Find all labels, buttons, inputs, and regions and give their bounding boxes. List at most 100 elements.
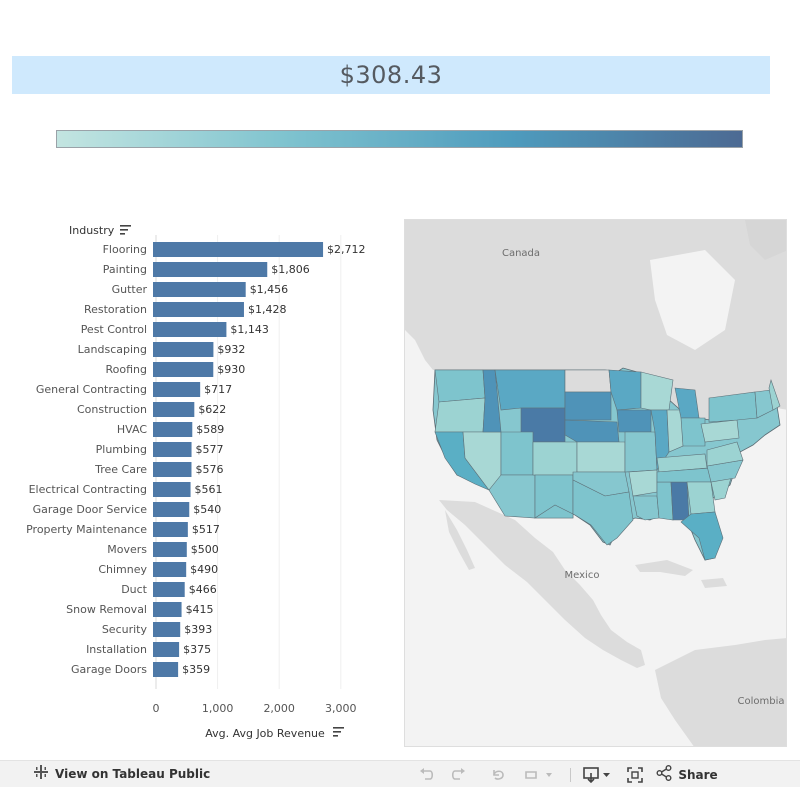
bar[interactable] [153, 282, 246, 297]
greenland-land [745, 220, 786, 260]
category-label: Landscaping [78, 343, 147, 356]
download-icon[interactable] [581, 761, 615, 787]
category-label: Garage Doors [71, 663, 147, 676]
bar[interactable] [153, 482, 191, 497]
undo-icon[interactable] [416, 761, 438, 787]
sort-icon-axis[interactable] [333, 727, 344, 737]
tableau-icon [33, 764, 49, 784]
state-alabama[interactable] [670, 481, 690, 521]
bar-value-label: $490 [190, 563, 218, 576]
state-ohio[interactable] [680, 417, 706, 447]
category-label: General Contracting [36, 383, 147, 396]
bar[interactable] [153, 442, 192, 457]
bar-value-label: $930 [217, 363, 245, 376]
refresh-icon[interactable] [518, 761, 560, 787]
bar[interactable] [153, 602, 182, 617]
state-virginia[interactable] [706, 441, 744, 467]
redo-icon[interactable] [438, 761, 478, 787]
hudson-bay [650, 250, 735, 350]
share-icon [656, 764, 672, 785]
bar[interactable] [153, 642, 180, 657]
category-label: Duct [121, 583, 147, 596]
state-washington[interactable] [434, 369, 486, 403]
sort-icon-header[interactable] [120, 225, 131, 235]
state-south-dakota[interactable] [564, 391, 612, 421]
state-oregon[interactable] [434, 397, 486, 433]
bar-value-label: $717 [204, 383, 232, 396]
category-label: Plumbing [96, 443, 147, 456]
category-label: Chimney [98, 563, 147, 576]
bar[interactable] [153, 522, 188, 537]
state-arkansas[interactable] [628, 469, 658, 497]
state-kansas[interactable] [576, 441, 626, 473]
bar-value-label: $540 [193, 503, 221, 516]
bar[interactable] [153, 422, 193, 437]
state-new-york[interactable] [708, 391, 758, 423]
bar[interactable] [153, 562, 187, 577]
share-button[interactable]: Share [655, 761, 719, 787]
map-label-mexico: Mexico [565, 570, 600, 581]
category-label: Garage Door Service [33, 503, 148, 516]
state-nebraska[interactable] [564, 419, 620, 443]
mexico-land [439, 500, 645, 668]
us-state-map[interactable]: Canada Mexico Colombia [404, 219, 787, 747]
revert-icon[interactable] [478, 761, 518, 787]
bar-value-label: $1,806 [271, 263, 310, 276]
bar-value-label: $932 [217, 343, 245, 356]
state-minnesota[interactable] [608, 369, 642, 411]
bar[interactable] [153, 342, 214, 357]
bar[interactable] [153, 382, 201, 397]
category-label: Painting [103, 263, 147, 276]
bar[interactable] [153, 242, 324, 257]
bar-value-label: $415 [186, 603, 214, 616]
bar-value-label: $576 [195, 463, 223, 476]
axis-clip [0, 689, 392, 701]
category-label: Tree Care [94, 463, 147, 476]
bar[interactable] [153, 402, 195, 417]
bar[interactable] [153, 582, 185, 597]
state-texas[interactable] [533, 479, 634, 546]
toolbar-actions: Share [416, 761, 719, 787]
cuba-land [635, 560, 693, 576]
state-louisiana[interactable] [632, 495, 660, 521]
bar[interactable] [153, 542, 187, 557]
bar[interactable] [153, 302, 244, 317]
hispaniola-land [701, 578, 727, 588]
toolbar-divider [570, 767, 571, 782]
bar-value-label: $561 [195, 483, 223, 496]
bar[interactable] [153, 322, 227, 337]
state-montana[interactable] [494, 369, 566, 411]
bar-value-label: $1,428 [248, 303, 286, 316]
bar[interactable] [153, 362, 214, 377]
state-north-dakota[interactable] [564, 369, 612, 393]
bar[interactable] [153, 262, 268, 277]
bar-value-label: $393 [184, 623, 212, 636]
industry-bar-chart: Industry Flooring $2,712 Painting $1,806 Gut… [0, 215, 392, 750]
state-mississippi[interactable] [656, 481, 674, 521]
bar[interactable] [153, 622, 181, 637]
state-missouri[interactable] [624, 431, 658, 473]
baja-land [445, 510, 475, 570]
category-label: Snow Removal [66, 603, 147, 616]
x-tick-label: 0 [153, 702, 160, 715]
state-georgia[interactable] [686, 481, 716, 515]
state-iowa[interactable] [616, 409, 652, 433]
south-america-land [655, 638, 786, 746]
bar[interactable] [153, 462, 192, 477]
state-maine[interactable] [768, 378, 781, 411]
state-florida[interactable] [680, 511, 724, 561]
fullscreen-icon[interactable] [615, 761, 655, 787]
state-utah[interactable] [500, 431, 534, 476]
x-axis-title: Avg. Avg Job Revenue [205, 727, 325, 740]
bar[interactable] [153, 662, 179, 677]
bar-value-label: $2,712 [327, 243, 366, 256]
state-arizona[interactable] [488, 474, 536, 519]
bar-value-label: $466 [189, 583, 217, 596]
bar-value-label: $359 [182, 663, 210, 676]
category-label: Movers [107, 543, 147, 556]
view-on-tableau-public-link[interactable]: View on Tableau Public [33, 764, 210, 784]
state-pennsylvania[interactable] [700, 419, 740, 443]
state-idaho[interactable] [482, 369, 502, 433]
state-colorado[interactable] [532, 441, 578, 476]
bar[interactable] [153, 502, 190, 517]
